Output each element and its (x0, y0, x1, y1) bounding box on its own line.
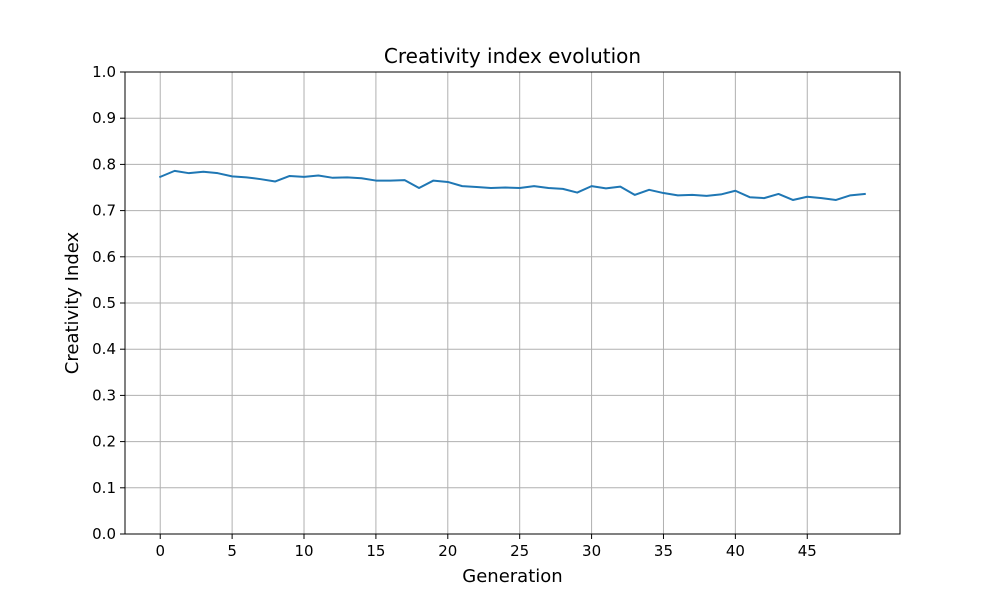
x-axis-label: Generation (462, 566, 562, 587)
x-tick-label: 10 (294, 542, 313, 560)
y-tick-label: 0.6 (92, 248, 116, 266)
chart-title: Creativity index evolution (384, 44, 641, 68)
y-tick-label: 0.1 (92, 479, 116, 497)
y-tick-label: 0.8 (92, 155, 116, 173)
y-tick-label: 0.3 (92, 386, 116, 404)
series-line (158, 169, 866, 201)
y-tick-label: 0.7 (92, 202, 116, 220)
y-axis-label: Creativity Index (62, 231, 83, 374)
x-tick-label: 15 (366, 542, 385, 560)
x-tick-label: 20 (438, 542, 457, 560)
series-layer (158, 169, 866, 201)
y-tick-label: 0.0 (92, 525, 116, 543)
y-tick-label: 0.5 (92, 294, 116, 312)
x-tick-label: 30 (582, 542, 601, 560)
x-tick-label: 0 (155, 542, 165, 560)
y-tick-label: 0.4 (92, 340, 116, 358)
x-tick-label: 35 (654, 542, 673, 560)
x-tick-label: 45 (798, 542, 817, 560)
y-tick-label: 0.9 (92, 109, 116, 127)
axis-ticks: 0 5 10 15 20 25 30 35 40 45 0.0 0.1 0.2 0.3 0.4 0.5 0.6 0… (92, 63, 817, 560)
y-tick-label: 1.0 (92, 63, 116, 81)
grid-lines (125, 71, 900, 535)
x-tick-label: 40 (726, 542, 745, 560)
x-tick-label: 5 (227, 542, 237, 560)
x-tick-label: 25 (510, 542, 529, 560)
y-tick-label: 0.2 (92, 433, 116, 451)
